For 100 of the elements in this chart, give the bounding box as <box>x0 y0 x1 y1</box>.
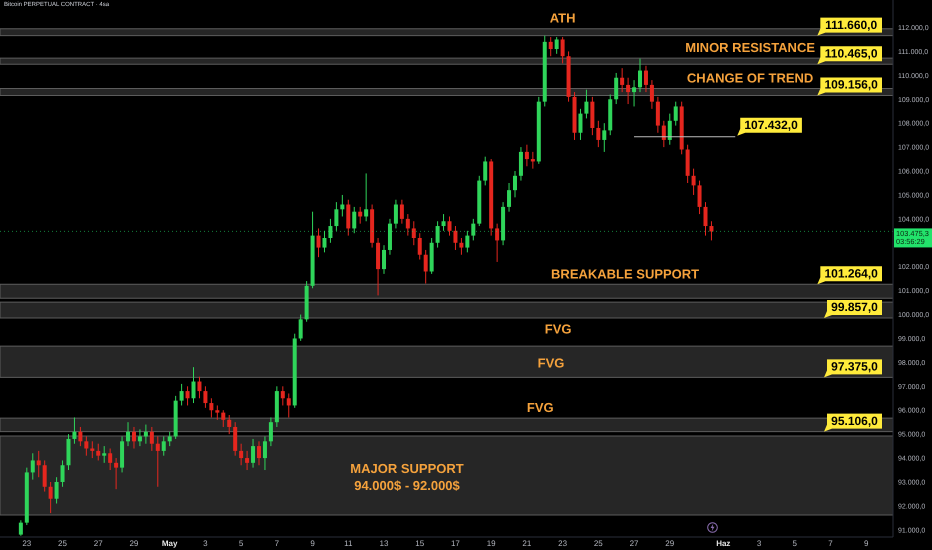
candlestick <box>507 182 512 212</box>
candlestick <box>72 416 76 444</box>
candlestick <box>448 216 452 236</box>
x-tick-label: 7 <box>828 539 834 548</box>
candlestick <box>352 206 356 234</box>
candlestick <box>406 214 410 236</box>
candlestick <box>114 458 118 490</box>
candlestick <box>602 122 606 152</box>
candlestick <box>584 89 588 119</box>
candlestick <box>48 481 53 514</box>
candlestick <box>394 199 398 229</box>
band-label: 97.375,0 <box>831 360 878 374</box>
x-tick-label: 13 <box>380 539 389 548</box>
candlestick <box>316 228 321 258</box>
data-label: 107.432,0 <box>744 118 798 132</box>
candlestick <box>180 383 184 406</box>
band-label: 95.106,0 <box>831 414 878 428</box>
candlestick <box>662 120 666 148</box>
candlestick <box>554 36 559 54</box>
candlestick <box>650 80 654 110</box>
candlestick <box>518 146 523 182</box>
band-label: 99.857,0 <box>831 300 878 314</box>
x-tick-label: 5 <box>238 539 244 548</box>
candlestick <box>709 220 714 241</box>
candlestick <box>578 108 582 140</box>
candlestick <box>239 443 244 466</box>
candlestick <box>298 314 303 342</box>
candlestick <box>698 180 702 215</box>
x-tick-label: 25 <box>594 539 604 548</box>
candlestick <box>692 168 696 196</box>
candlestick <box>36 450 41 478</box>
x-tick-label: 9 <box>310 539 316 548</box>
candlestick <box>221 410 226 428</box>
candlestick <box>340 194 344 217</box>
x-tick-label: 21 <box>522 539 532 548</box>
candlestick <box>60 460 65 488</box>
candlestick <box>322 230 326 253</box>
candlestick <box>138 428 142 447</box>
annotation: MAJOR SUPPORT 94.000$ - 92.000$ <box>350 460 464 494</box>
annotation: FVG <box>538 354 564 372</box>
candlestick <box>162 436 166 456</box>
candlestick <box>638 58 642 93</box>
candlestick <box>42 460 47 492</box>
x-tick-label: 23 <box>22 539 32 548</box>
candlestick <box>209 398 214 418</box>
candlestick <box>168 431 172 447</box>
candlestick <box>465 230 470 253</box>
x-tick-label: 3 <box>203 539 208 548</box>
candlestick <box>560 36 565 64</box>
candlestick <box>18 520 23 536</box>
x-tick-label: 17 <box>450 539 460 548</box>
candlestick <box>656 96 660 134</box>
candlestick <box>364 172 368 222</box>
candlestick <box>186 386 190 406</box>
annotation: FVG <box>544 321 572 336</box>
candlestick <box>256 440 261 466</box>
candlestick <box>54 476 59 504</box>
candlestick <box>668 113 672 146</box>
candlestick <box>674 101 678 126</box>
x-tick-label: 19 <box>486 539 496 548</box>
x-tick-label: 27 <box>94 539 104 548</box>
candlestick <box>215 404 220 420</box>
candlestick <box>268 416 273 447</box>
candlestick <box>346 199 350 236</box>
x-tick-label: 15 <box>415 539 425 548</box>
candlestick <box>453 226 458 250</box>
candlestick <box>459 238 464 256</box>
candlestick <box>512 170 517 198</box>
candlestick <box>442 214 446 232</box>
candlestick <box>251 438 256 468</box>
x-tick-label: 9 <box>864 539 869 548</box>
candlestick <box>126 422 130 447</box>
candlestick <box>78 426 82 447</box>
candlestick <box>358 206 362 224</box>
candlestick <box>614 72 618 105</box>
candlestick <box>197 376 202 399</box>
candlestick <box>156 436 160 488</box>
candlestick <box>328 218 332 244</box>
candlestick <box>703 202 708 236</box>
annotation: ATH <box>550 10 576 26</box>
candlestick <box>233 422 238 456</box>
annotation: CHANGE OF TREND <box>686 70 814 86</box>
annotation: BREAKABLE SUPPORT <box>551 266 700 282</box>
x-tick-label: May <box>162 539 178 548</box>
x-tick-label: 27 <box>630 539 640 548</box>
annotation: FVG <box>526 400 554 416</box>
band-label: 110.465,0 <box>824 46 878 60</box>
candlestick <box>596 120 600 148</box>
x-tick-label: 5 <box>792 539 798 548</box>
candlestick <box>192 366 196 404</box>
candlestick <box>286 392 291 418</box>
candlestick <box>632 80 636 107</box>
candlestick <box>144 424 148 444</box>
x-tick-label: 3 <box>756 539 762 548</box>
annotation: MINOR RESISTANCE <box>685 40 816 56</box>
candlestick <box>96 443 100 461</box>
candlestick <box>626 77 630 105</box>
band-label: 111.660,0 <box>825 18 878 32</box>
candlestick <box>495 223 500 262</box>
candlestick <box>280 386 285 406</box>
